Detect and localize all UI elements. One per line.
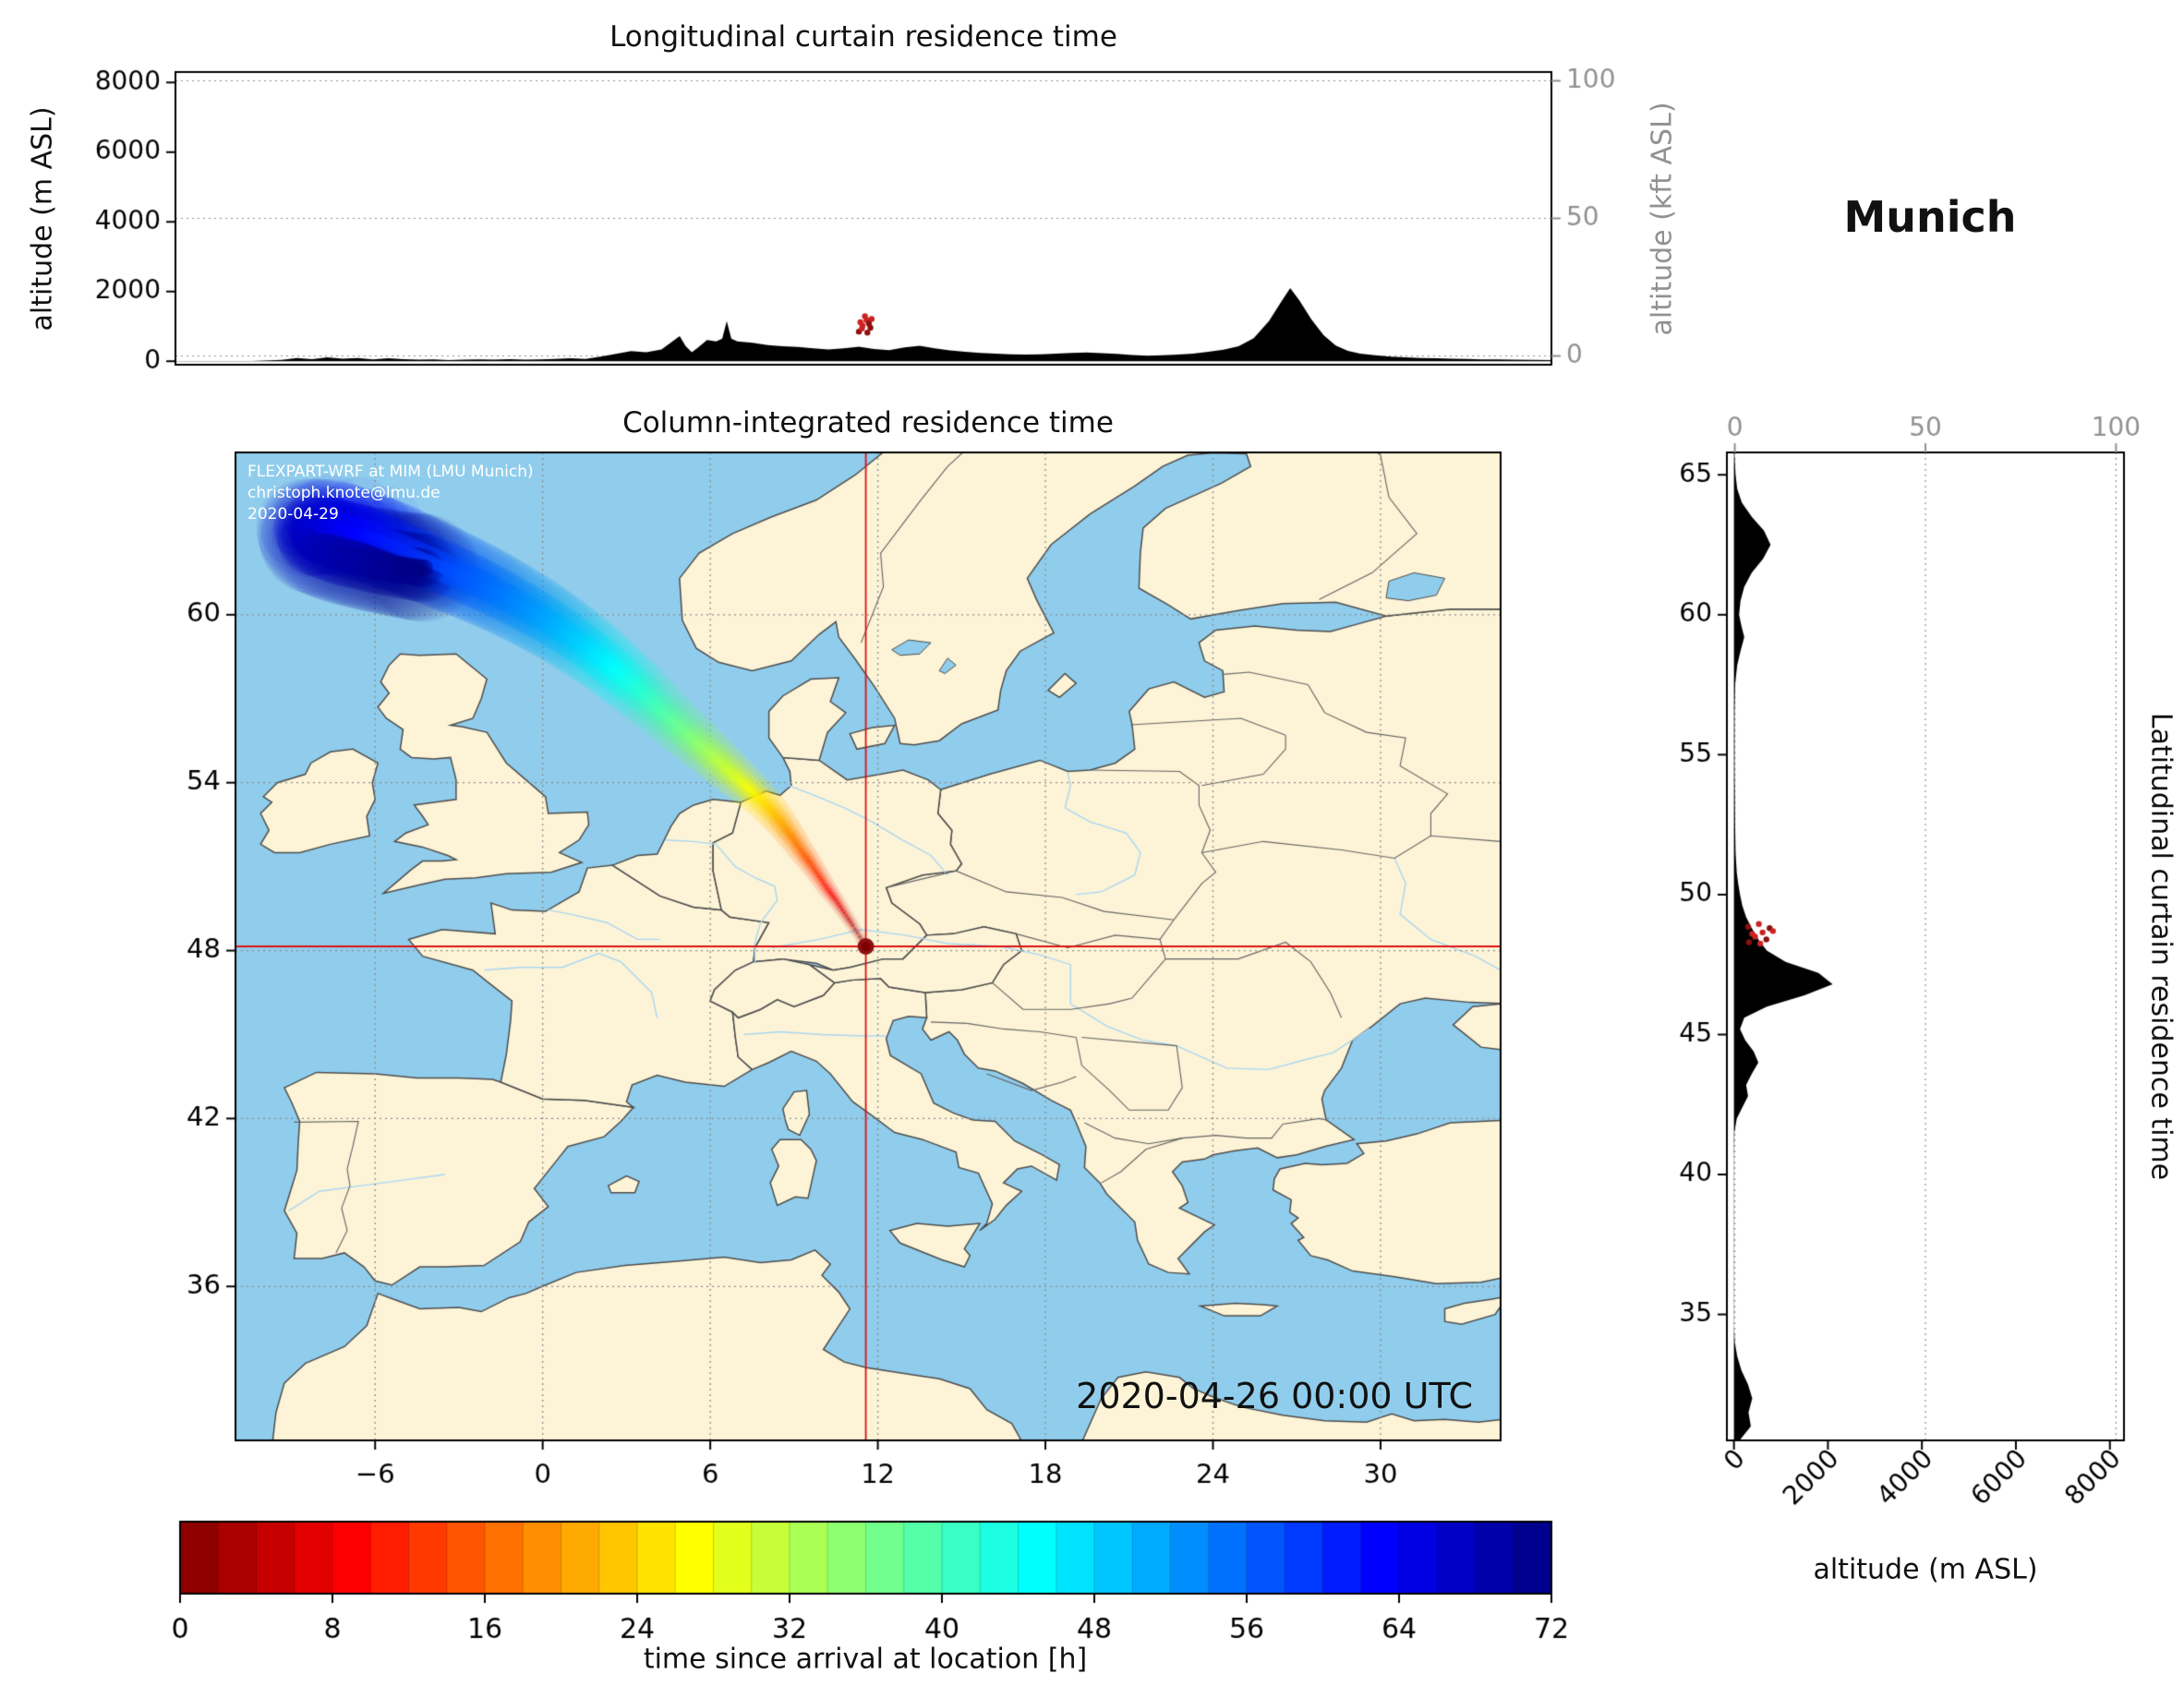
altitude-m-asl-ylabel: altitude (m ASL): [26, 106, 59, 331]
latitudinal-xlabel: altitude (m ASL): [1813, 1553, 2038, 1586]
watermark-line-1: FLEXPART-WRF at MIM (LMU Munich): [247, 463, 534, 481]
latitudinal-curtain-title: Latitudinal curtain residence time: [2144, 712, 2178, 1181]
map-timestamp: 2020-04-26 00:00 UTC: [1076, 1376, 1473, 1416]
colorbar-label: time since arrival at location [h]: [643, 1643, 1088, 1676]
watermark: FLEXPART-WRF at MIM (LMU Munich) christo…: [247, 462, 534, 525]
watermark-line-2: christoph.knote@lmu.de: [247, 483, 440, 502]
altitude-kft-asl-ylabel: altitude (kft ASL): [1646, 102, 1679, 336]
watermark-line-3: 2020-04-29: [247, 504, 339, 524]
map-title: Column-integrated residence time: [622, 406, 1114, 440]
location-title: Munich: [1843, 192, 2017, 242]
longitudinal-curtain-title: Longitudinal curtain residence time: [609, 20, 1117, 54]
